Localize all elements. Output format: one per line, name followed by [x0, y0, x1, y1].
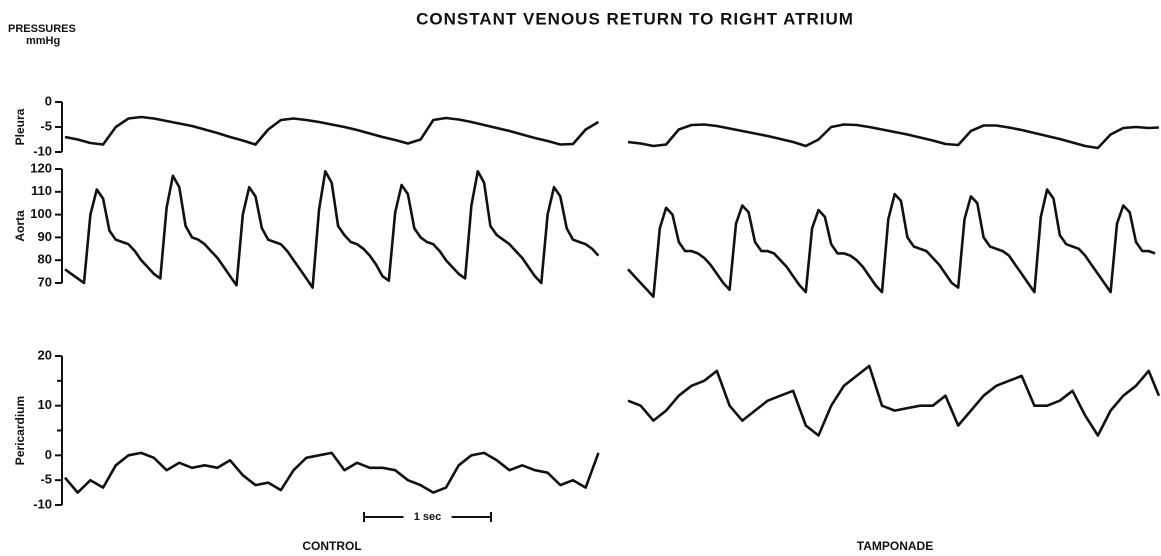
condition-label: TAMPONADE	[857, 539, 933, 553]
y-tick-label: 80	[38, 252, 52, 267]
y-tick-label: 0	[45, 93, 52, 108]
trace	[627, 188, 1156, 298]
y-tick-label: 70	[38, 274, 52, 289]
y-tick-label: 100	[30, 206, 52, 221]
y-tick-label: 20	[38, 347, 52, 362]
trace	[627, 123, 1159, 150]
y-axis-label: Aorta	[13, 210, 27, 242]
title: CONSTANT VENOUS RETURN TO RIGHT ATRIUM	[416, 9, 854, 28]
y-tick-label: -5	[40, 118, 52, 133]
trace	[64, 170, 600, 289]
y-tick-label: -10	[33, 496, 52, 511]
scale-bar-gap	[403, 510, 452, 524]
y-tick-label: -5	[40, 472, 52, 487]
y-tick-label: 0	[45, 447, 52, 462]
y-tick-label: 110	[31, 183, 52, 198]
y-axis-label: Pericardium	[13, 396, 27, 465]
trace	[64, 115, 600, 146]
scale-bar-label: 1 sec	[414, 511, 442, 523]
condition-label: CONTROL	[302, 539, 361, 553]
y-axis-label: Pleura	[13, 108, 27, 145]
trace	[627, 364, 1161, 437]
y-tick-label: 90	[38, 229, 52, 244]
y-tick-label: -10	[33, 143, 52, 158]
y-tick-label: 120	[30, 160, 52, 175]
y-tick-label: 10	[38, 397, 52, 412]
trace	[64, 451, 600, 494]
axis-caption-unit: mmHg	[26, 35, 60, 47]
axis-caption: PRESSURES	[8, 23, 76, 35]
